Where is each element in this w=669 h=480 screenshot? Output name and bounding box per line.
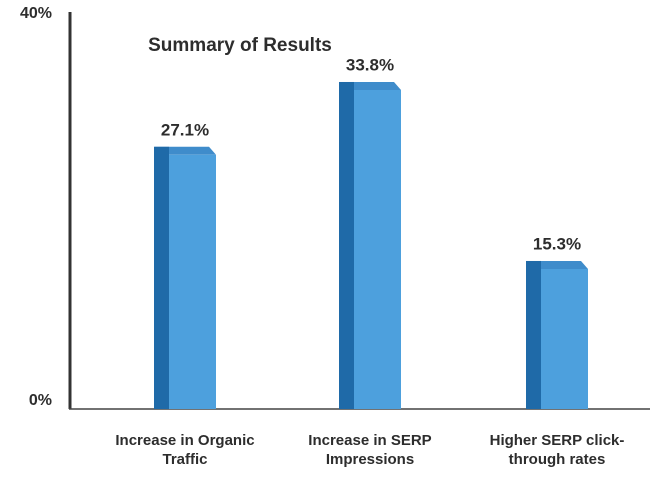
chart-title: Summary of Results [148, 35, 332, 56]
value-label: 27.1% [161, 120, 209, 139]
y-tick-label: 0% [29, 392, 52, 409]
bar [354, 89, 401, 410]
bar [541, 268, 588, 409]
bar-side [339, 81, 354, 410]
bar-cap [526, 260, 588, 269]
bar-side [526, 260, 541, 409]
bar [169, 154, 216, 409]
value-label: 15.3% [533, 234, 581, 253]
x-tick-label: Increase in Organic Traffic [115, 432, 255, 468]
y-tick-label: 40% [20, 5, 52, 22]
bar-side [154, 146, 169, 409]
bar-cap [339, 81, 401, 90]
bar-cap [154, 146, 216, 155]
value-label: 33.8% [346, 55, 394, 74]
x-tick-label: Increase in SERP Impressions [308, 432, 432, 468]
x-tick-label: Higher SERP click-through rates [489, 432, 625, 468]
